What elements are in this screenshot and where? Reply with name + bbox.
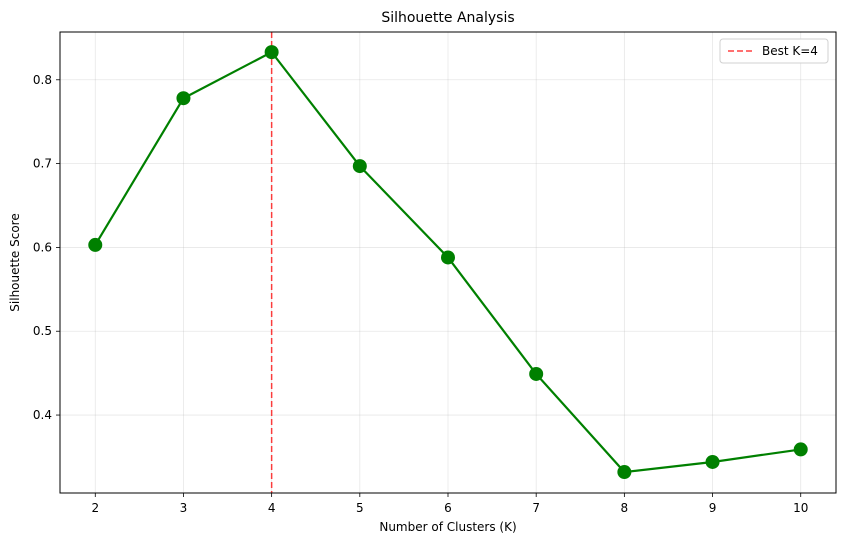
data-point xyxy=(441,250,455,265)
data-point xyxy=(617,465,632,480)
legend-entry-best-k: Best K=4 xyxy=(762,44,818,58)
y-tick-label: 0.5 xyxy=(33,324,52,338)
x-axis-label: Number of Clusters (K) xyxy=(379,520,516,534)
y-axis-label: Silhouette Score xyxy=(8,213,22,311)
x-tick-label: 4 xyxy=(268,501,276,515)
data-point xyxy=(352,159,367,174)
ticks: 2 3 4 5 6 7 8 9 10 0.4 0.5 0.6 0.7 0.8 xyxy=(33,73,808,515)
x-tick-label: 7 xyxy=(532,501,540,515)
data-point xyxy=(264,45,279,60)
grid xyxy=(60,32,836,493)
chart-title: Silhouette Analysis xyxy=(381,10,514,26)
x-tick-label: 9 xyxy=(709,501,717,515)
data-point xyxy=(176,91,191,106)
data-point xyxy=(793,442,808,457)
y-tick-label: 0.8 xyxy=(33,73,52,87)
legend-box xyxy=(719,38,829,64)
x-tick-label: 8 xyxy=(621,501,629,515)
x-tick-label: 10 xyxy=(793,501,808,515)
x-tick-label: 2 xyxy=(91,501,99,515)
legend: Best K=4 xyxy=(719,38,829,64)
y-tick-label: 0.7 xyxy=(33,157,52,171)
data-point xyxy=(705,454,720,469)
series-group xyxy=(88,45,808,480)
data-point xyxy=(529,366,544,381)
x-tick-label: 5 xyxy=(356,501,364,515)
x-tick-label: 6 xyxy=(444,501,452,515)
x-tick-label: 3 xyxy=(180,501,188,515)
y-tick-label: 0.6 xyxy=(33,240,52,254)
data-point xyxy=(88,237,103,252)
y-tick-label: 0.4 xyxy=(33,408,52,422)
